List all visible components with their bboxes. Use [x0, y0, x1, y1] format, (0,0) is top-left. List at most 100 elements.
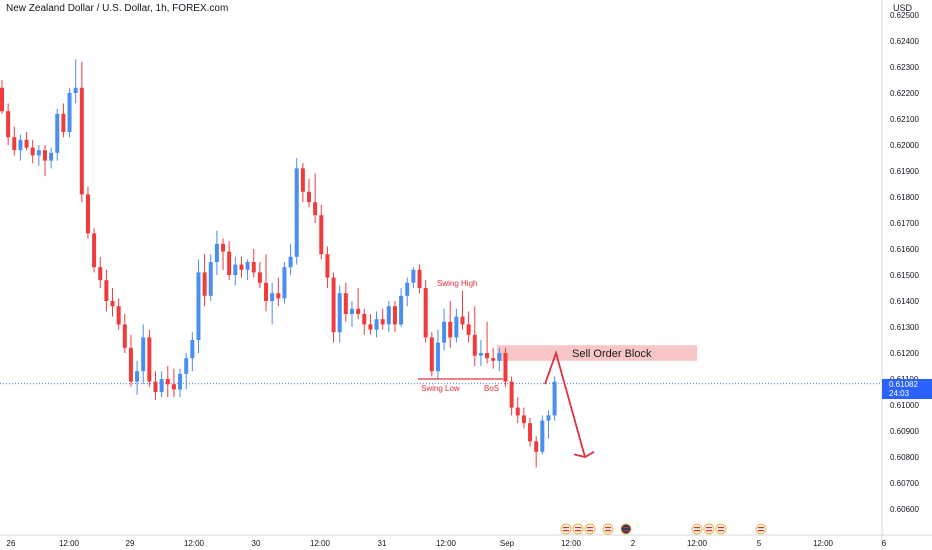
event-flag-circle: [691, 523, 703, 535]
candle-body: [466, 324, 471, 335]
candle-body: [380, 319, 385, 325]
candle-body: [337, 293, 342, 333]
event-flag-stripe: [706, 527, 712, 529]
y-tick-label: 0.62100: [890, 115, 919, 124]
event-flag-stripe: [575, 530, 581, 532]
candle-body: [282, 267, 287, 299]
x-tick-label: 12:00: [561, 539, 582, 548]
candle-body: [251, 262, 256, 273]
candle-body: [448, 321, 453, 338]
candle-body: [18, 139, 23, 151]
candle-body: [503, 353, 508, 382]
candle-body: [540, 420, 545, 452]
event-flag-circle: [602, 523, 614, 535]
x-tick-label: 6: [882, 539, 887, 548]
bos-label: BoS: [484, 384, 499, 393]
y-tick-label: 0.61500: [890, 271, 919, 280]
candle-body: [331, 277, 336, 333]
swing-low-label: Swing Low: [421, 384, 460, 393]
candle-body: [257, 272, 262, 283]
event-flag-stripe: [563, 527, 569, 529]
y-tick-label: 0.62200: [890, 89, 919, 98]
x-tick-label: 26: [7, 539, 16, 548]
candle-body: [386, 306, 391, 325]
candle-body: [405, 282, 410, 296]
candle-body: [147, 337, 152, 382]
event-flag-stripe: [758, 530, 764, 532]
candle-body: [122, 324, 127, 348]
event-flag-circle: [703, 523, 715, 535]
candle-body: [442, 321, 447, 343]
candle-body: [49, 152, 54, 161]
y-tick-label: 0.61800: [890, 193, 919, 202]
candle-body: [227, 251, 232, 275]
x-tick-label: 30: [252, 539, 261, 548]
candle-body: [98, 267, 103, 281]
event-flag-icon: [703, 523, 715, 535]
candle-body: [546, 415, 551, 421]
event-flag-stripe: [623, 527, 629, 529]
candle-body: [135, 371, 140, 382]
event-flag-icon: [691, 523, 703, 535]
candle-body: [276, 293, 281, 299]
y-tick-label: 0.62500: [890, 11, 919, 20]
y-tick-label: 0.62400: [890, 37, 919, 46]
candle-body: [153, 381, 158, 392]
currency-label: USD: [893, 3, 913, 13]
y-tick-label: 0.62300: [890, 63, 919, 72]
event-flag-circle: [755, 523, 767, 535]
candle-body: [55, 113, 60, 153]
candles-layer: [0, 59, 557, 468]
candle-body: [196, 272, 201, 340]
candle-body: [116, 306, 121, 325]
candle-body: [399, 295, 404, 325]
candle-body: [92, 233, 97, 268]
candle-body: [429, 337, 434, 372]
candle-body: [190, 340, 195, 359]
candle-body: [24, 139, 29, 148]
x-tick-label: 29: [126, 539, 135, 548]
candle-body: [485, 353, 490, 359]
event-flag-circle: [715, 523, 727, 535]
candle-body: [270, 293, 275, 301]
y-tick-label: 0.61600: [890, 245, 919, 254]
candle-body: [368, 324, 373, 330]
arrow-head: [573, 451, 595, 458]
y-tick-label: 0.61200: [890, 349, 919, 358]
event-flag-icon: [572, 523, 584, 535]
candle-body: [478, 353, 483, 356]
candle-body: [491, 358, 496, 361]
candle-body: [264, 282, 269, 301]
candle-body: [411, 269, 416, 283]
candle-body: [165, 379, 170, 385]
candle-body: [343, 293, 348, 314]
x-tick-label: 12:00: [184, 539, 205, 548]
x-tick-label: Sep: [500, 539, 515, 548]
x-tick-label: 5: [757, 539, 762, 548]
event-flag-stripe: [694, 530, 700, 532]
candle-body: [42, 150, 47, 161]
candle-body: [509, 381, 514, 408]
candle-body: [423, 288, 428, 338]
current-price-tag: 0.61082 24:03: [882, 379, 932, 399]
y-tick-label: 0.61700: [890, 219, 919, 228]
candle-body: [0, 87, 4, 112]
candle-body: [534, 441, 539, 452]
candle-body: [104, 280, 109, 301]
y-tick-label: 0.61400: [890, 297, 919, 306]
candle-body: [392, 306, 397, 325]
event-flag-stripe: [758, 527, 764, 529]
candle-body: [221, 243, 226, 252]
price-axis: 0.62500 0.62400 0.62300 0.62200 0.62100 0.620…: [890, 11, 919, 514]
event-flag-stripe: [587, 530, 593, 532]
sell-order-block-label: Sell Order Block: [572, 348, 652, 360]
candle-body: [307, 191, 311, 203]
candle-body: [472, 334, 477, 356]
candle-body: [159, 379, 164, 392]
candle-body: [128, 347, 133, 382]
candle-body: [208, 262, 213, 296]
event-flag-stripe: [718, 530, 724, 532]
time-axis: 26 12:00 29 12:00 30 12:00 31 12:00 Sep 12:00 2 12:…: [7, 539, 887, 548]
